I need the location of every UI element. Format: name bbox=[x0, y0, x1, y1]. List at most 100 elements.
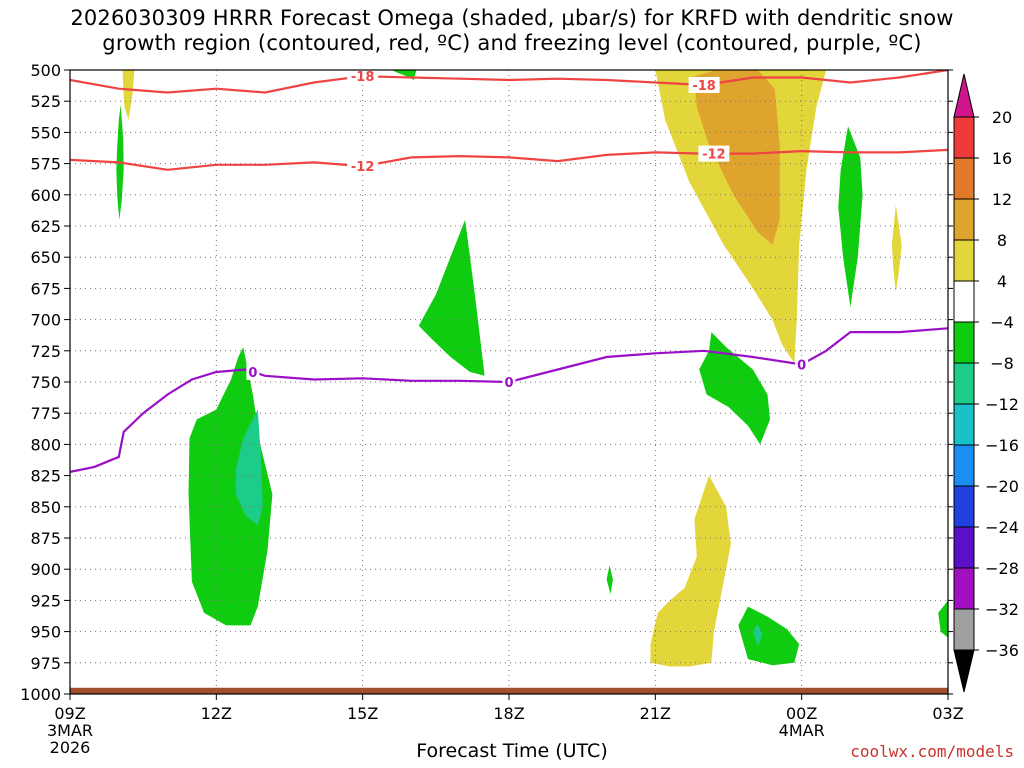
contour-lines: -18 -18 -12 -12 0 0 0 bbox=[70, 70, 948, 473]
chart-title-line2: growth region (contoured, red, ºC) and f… bbox=[102, 31, 922, 55]
colorbar-label-6: −8 bbox=[990, 354, 1014, 373]
y-tick-label-875: 875 bbox=[30, 529, 61, 548]
y-tick-label-800: 800 bbox=[30, 435, 61, 454]
y-tick-label-850: 850 bbox=[30, 498, 61, 517]
dgz-contour-minus12-label-0: -12 bbox=[351, 160, 375, 175]
x-tick-label-03Z: 03Z bbox=[932, 704, 963, 723]
x-tick-label-21Z: 21Z bbox=[640, 704, 671, 723]
colorbar-label-0: 20 bbox=[992, 108, 1012, 127]
x-tick-label-18Z: 18Z bbox=[493, 704, 524, 723]
y-tick-label-650: 650 bbox=[30, 248, 61, 267]
colorbar-label-2: 12 bbox=[992, 190, 1012, 209]
grid-lines bbox=[70, 70, 948, 694]
dgz-contour-minus18-label-bg-0 bbox=[347, 70, 379, 85]
colorbar-bin-10 bbox=[953, 526, 975, 569]
x-tick-label-09Z: 09Z bbox=[54, 704, 85, 723]
y-tick-label-1000: 1000 bbox=[20, 685, 61, 704]
y-tick-label-925: 925 bbox=[30, 591, 61, 610]
freezing-level-contour-label-bg-2 bbox=[795, 356, 809, 373]
y-tick-label-525: 525 bbox=[30, 92, 61, 111]
x-axis-title: Forecast Time (UTC) bbox=[416, 740, 608, 762]
colorbar: 20 16 12 8 4 −4 −8 −12 −16 −20 −24 −28 −32 −36 bbox=[953, 73, 1019, 693]
colorbar-label-8: −16 bbox=[985, 436, 1019, 455]
dgz-contour-minus18-label-bg-1 bbox=[688, 76, 720, 93]
colorbar-label-7: −12 bbox=[985, 395, 1019, 414]
colorbar-bin-0 bbox=[953, 116, 975, 159]
colorbar-bin-12 bbox=[953, 608, 975, 651]
colorbar-label-11: −28 bbox=[985, 559, 1019, 578]
freezing-level-contour-label-bg-1 bbox=[502, 374, 516, 390]
y-tick-label-575: 575 bbox=[30, 155, 61, 174]
y-tick-label-775: 775 bbox=[30, 404, 61, 423]
omega-region-yellow-top-left bbox=[122, 70, 135, 120]
colorbar-top-triangle bbox=[953, 73, 975, 118]
dgz-contour-minus12 bbox=[70, 148, 948, 171]
colorbar-bin-6 bbox=[953, 362, 975, 405]
omega-region-yellow-big-plume bbox=[655, 70, 827, 364]
freezing-level-contour-label-0: 0 bbox=[248, 366, 257, 381]
colorbar-label-9: −20 bbox=[985, 477, 1019, 496]
colorbar-bin-9 bbox=[953, 485, 975, 528]
y-tick-label-825: 825 bbox=[30, 467, 61, 486]
y-tick-label-975: 975 bbox=[30, 654, 61, 673]
y-tick-label-550: 550 bbox=[30, 123, 61, 142]
dgz-contour-minus12-label-bg-0 bbox=[347, 158, 379, 175]
omega-region-yellow-sliver-02z bbox=[891, 204, 902, 293]
y-tick-label-950: 950 bbox=[30, 623, 61, 642]
chart-title: 2026030309 HRRR Forecast Omega (shaded, … bbox=[0, 6, 1024, 56]
omega-region-teal-23z-dot bbox=[752, 624, 763, 647]
colorbar-bin-5 bbox=[953, 321, 975, 364]
colorbar-label-5: −4 bbox=[990, 313, 1014, 332]
colorbar-bin-2 bbox=[953, 198, 975, 241]
omega-region-green-20z-dot bbox=[606, 565, 613, 595]
colorbar-bin-11 bbox=[953, 567, 975, 610]
colorbar-label-1: 16 bbox=[992, 149, 1012, 168]
omega-region-green-03z-edge bbox=[938, 600, 948, 638]
y-tick-label-500: 500 bbox=[30, 61, 61, 80]
omega-shading bbox=[116, 70, 948, 667]
omega-region-green-1am-spike bbox=[838, 126, 863, 308]
dgz-contour-minus18 bbox=[70, 70, 948, 94]
omega-region-green-17z bbox=[418, 219, 485, 376]
freezing-level-contour-label-2: 0 bbox=[797, 359, 806, 374]
freezing-level-contour-label-bg-0 bbox=[246, 363, 260, 380]
colorbar-label-10: −24 bbox=[985, 518, 1019, 537]
colorbar-bin-3 bbox=[953, 239, 975, 282]
x-tick-label-15Z: 15Z bbox=[347, 704, 378, 723]
y-tick-label-700: 700 bbox=[30, 311, 61, 330]
x-tick-label-12Z: 12Z bbox=[201, 704, 232, 723]
chart-title-line1: 2026030309 HRRR Forecast Omega (shaded, … bbox=[70, 6, 954, 30]
y-tick-label-725: 725 bbox=[30, 342, 61, 361]
y-tick-label-675: 675 bbox=[30, 279, 61, 298]
omega-region-teal-12z-core bbox=[235, 409, 263, 526]
colorbar-bin-7 bbox=[953, 403, 975, 446]
dgz-contour-minus18-label-1: -18 bbox=[692, 79, 716, 94]
dgz-contour-minus12-label-1: -12 bbox=[702, 148, 726, 163]
omega-region-green-22z bbox=[699, 332, 770, 445]
y-tick-label-750: 750 bbox=[30, 373, 61, 392]
x-tick-label-00Z: 00Z bbox=[786, 704, 817, 723]
dgz-contour-minus18-label-0: -18 bbox=[351, 70, 375, 85]
x-tick-sublabel-00Z: 4MAR bbox=[779, 721, 825, 740]
freezing-level-contour-label-1: 0 bbox=[504, 376, 513, 391]
colorbar-label-13: −36 bbox=[985, 641, 1019, 660]
colorbar-bin-1 bbox=[953, 157, 975, 200]
y-tick-label-625: 625 bbox=[30, 217, 61, 236]
colorbar-label-12: −32 bbox=[985, 600, 1019, 619]
colorbar-bin-4 bbox=[953, 280, 975, 323]
omega-region-yellow-22z-bottom bbox=[650, 475, 731, 667]
colorbar-bottom-triangle bbox=[953, 649, 975, 693]
y-tick-label-900: 900 bbox=[30, 560, 61, 579]
x-tick-sublabel2-09Z: 2026 bbox=[50, 738, 91, 757]
omega-region-green-12z-blob bbox=[188, 347, 273, 626]
x-tick-sublabel-09Z: 3MAR bbox=[47, 721, 93, 740]
credit-text[interactable]: coolwx.com/models bbox=[850, 742, 1014, 761]
dgz-contour-minus12-label-bg-1 bbox=[698, 145, 730, 162]
colorbar-bin-8 bbox=[953, 444, 975, 487]
omega-region-green-23z-blob bbox=[738, 606, 800, 666]
axes: 500 525 550 575 600 625 650 675 700 725 750 775 800 8… bbox=[20, 61, 963, 757]
colorbar-label-4: 4 bbox=[997, 272, 1007, 291]
omega-region-orange-core bbox=[694, 70, 780, 245]
colorbar-label-3: 8 bbox=[997, 231, 1007, 250]
